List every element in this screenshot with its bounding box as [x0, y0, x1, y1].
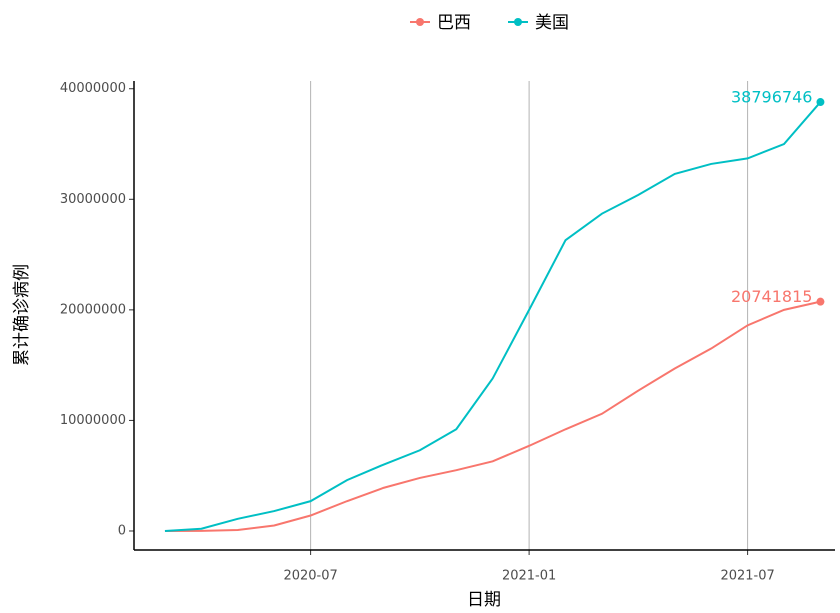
end-point	[816, 98, 825, 107]
y-tick-label: 10000000	[60, 413, 126, 428]
line	[164, 101, 822, 532]
y-tick-label: 20000000	[60, 302, 126, 317]
y-tick-label: 0	[118, 523, 126, 538]
line	[164, 300, 821, 532]
y-axis-title: 累计确诊病例	[12, 264, 32, 366]
legend-marker	[416, 18, 424, 26]
legend-label: 巴西	[437, 13, 471, 33]
x-axis-title: 日期	[467, 590, 501, 610]
data-label: 20741815	[731, 287, 812, 306]
y-tick-label: 30000000	[60, 192, 126, 207]
x-tick-label: 2020-07	[283, 569, 337, 584]
x-tick-label: 2021-07	[720, 569, 774, 584]
y-tick-label: 40000000	[60, 81, 126, 96]
legend-label: 美国	[535, 13, 569, 33]
data-label: 38796746	[731, 88, 812, 107]
legend-marker	[514, 18, 522, 26]
end-point	[816, 297, 825, 306]
x-tick-label: 2021-01	[502, 569, 556, 584]
